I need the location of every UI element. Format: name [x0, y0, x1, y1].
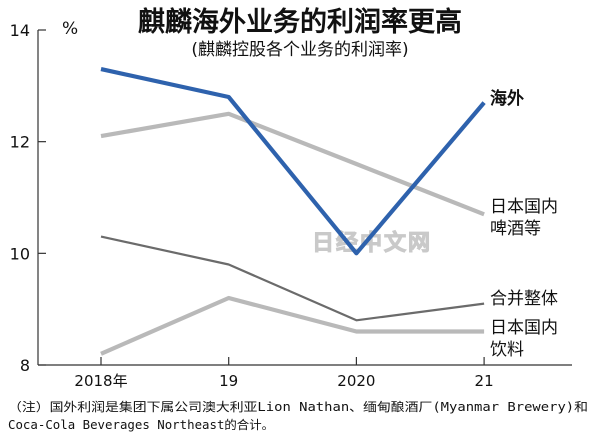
y-tick-label: 8 [20, 356, 30, 375]
x-tick-label: 2020 [337, 372, 375, 390]
series-line-domestic-beer [100, 111, 485, 217]
x-axis-ticks: 2018年 19 2020 21 [74, 357, 494, 390]
series-line-consolidated [100, 235, 485, 322]
series-line-overseas [100, 67, 486, 256]
series-label-domestic-beverage-line2: 饮料 [490, 340, 524, 360]
y-tick-label: 14 [10, 21, 30, 40]
x-tick-label: 19 [219, 372, 238, 390]
footnote-line-2: Coca-Cola Beverages Northeast的合计。 [8, 417, 274, 432]
series-label-overseas: 海外 [490, 88, 524, 109]
chart-title: 麒麟海外业务的利润率更高 [138, 6, 462, 38]
y-tick-label: 10 [10, 244, 30, 263]
series-lines [100, 67, 486, 356]
y-tick-label: 12 [10, 133, 30, 152]
footnote-line-1: （注）国外利润是集团下属公司澳大利亚Lion Nathan、缅甸酿酒厂(Myan… [8, 399, 588, 414]
y-axis-unit: % [62, 19, 78, 39]
y-axis-ticks: 8 10 12 14 [10, 21, 46, 375]
series-line-domestic-beverage [100, 295, 485, 356]
chart-subtitle: (麒麟控股各个业务的利润率) [191, 40, 408, 60]
series-label-consolidated: 合并整体 [490, 289, 558, 309]
x-tick-label: 2018年 [74, 372, 127, 390]
series-label-domestic-beer-line2: 啤酒等 [490, 219, 541, 239]
x-tick-label: 21 [475, 372, 494, 390]
series-label-domestic-beer-line1: 日本国内 [490, 197, 558, 217]
series-label-domestic-beverage-line1: 日本国内 [490, 318, 558, 338]
